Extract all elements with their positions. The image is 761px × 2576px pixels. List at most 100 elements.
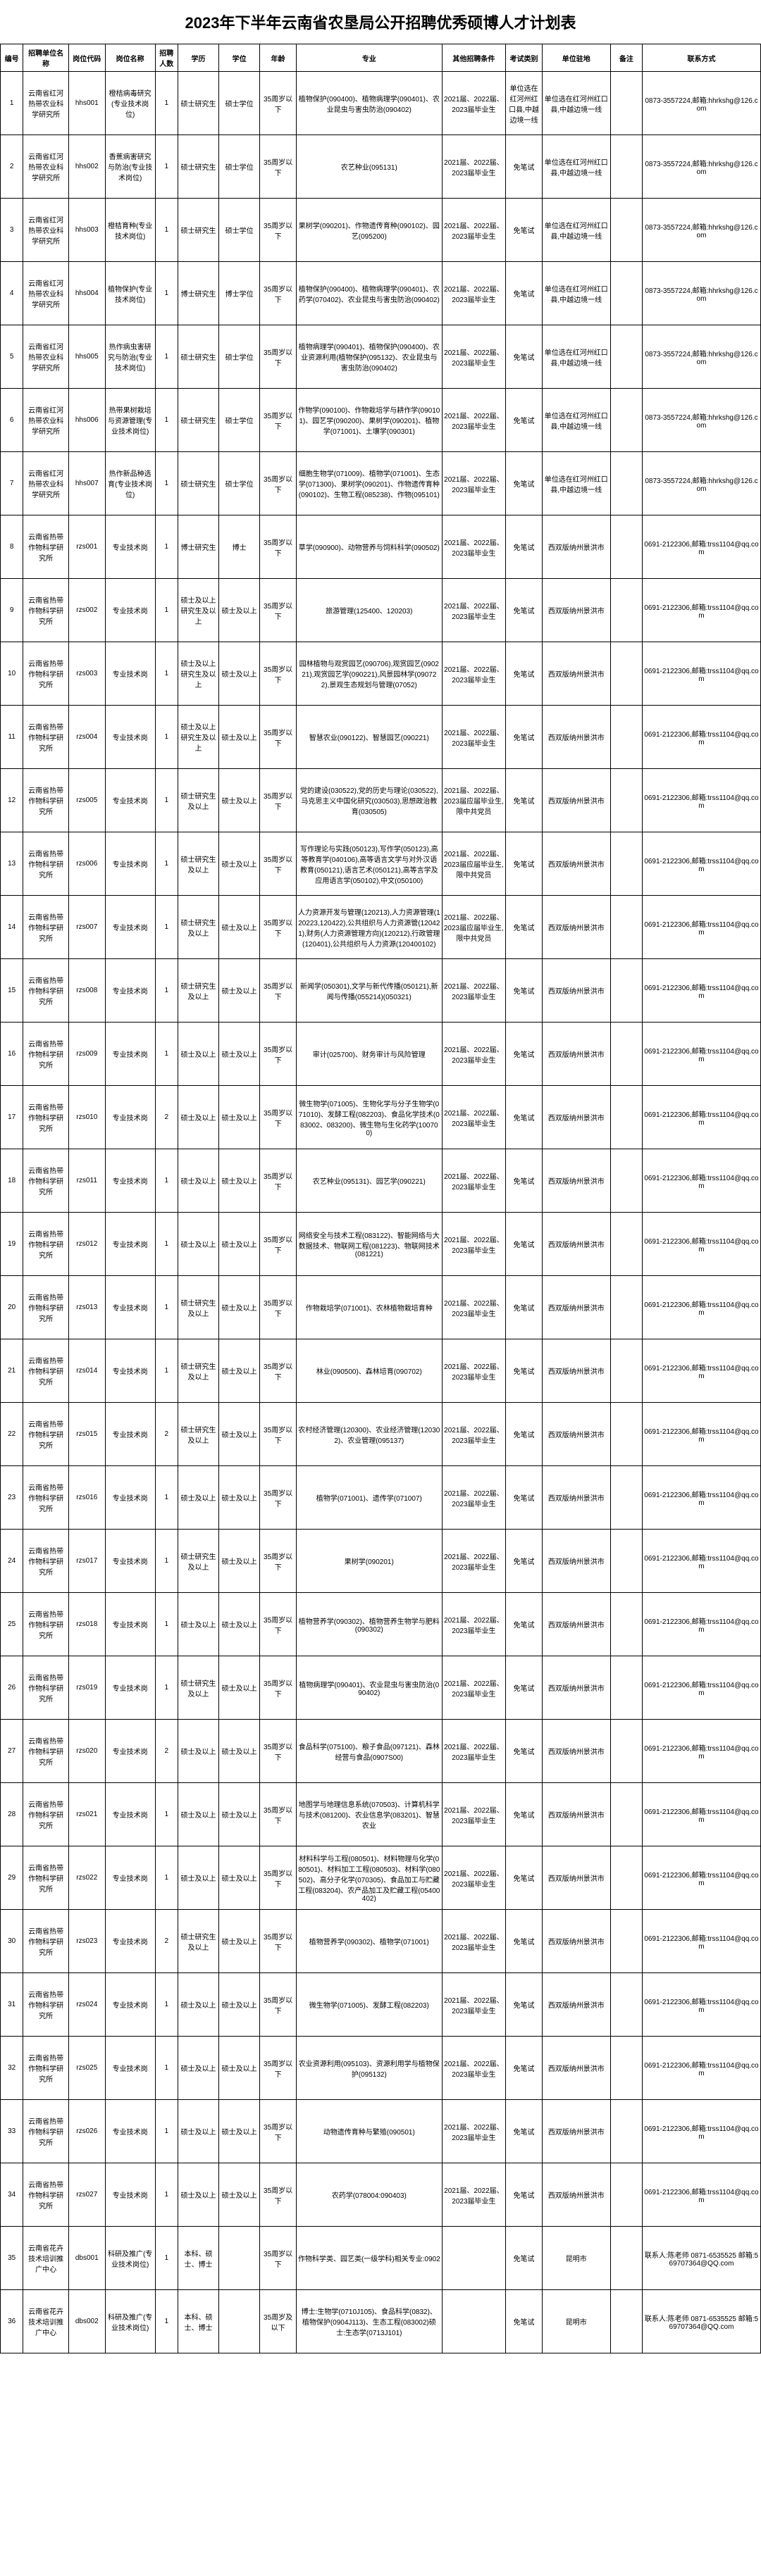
cell-age: 35周岁以下 bbox=[260, 1023, 297, 1086]
cell-edu: 硕士研究生 bbox=[178, 389, 218, 452]
cell-major: 植物病理学(090401)、农业昆虫与害虫防治(090402) bbox=[296, 1656, 442, 1720]
cell-age: 35周岁以下 bbox=[260, 2037, 297, 2100]
cell-code: rzs020 bbox=[68, 1720, 105, 1783]
cell-jobname: 专业技术岗 bbox=[105, 1276, 155, 1339]
cell-deg: 硕士学位 bbox=[219, 389, 260, 452]
cell-other: 2021届、2022届、2023届毕业生 bbox=[442, 959, 505, 1023]
cell-code: hhs007 bbox=[68, 452, 105, 515]
cell-contact: 0691-2122306,邮箱:trss1104@qq.com bbox=[642, 1276, 760, 1339]
cell-code: hhs002 bbox=[68, 135, 105, 199]
cell-edu: 硕士及以上 bbox=[178, 1213, 218, 1276]
cell-major: 党的建设(030522),党的历史与理论(030522),马克思主义中国化研究(… bbox=[296, 769, 442, 832]
cell-count: 1 bbox=[155, 262, 178, 325]
cell-unit: 云南省热带作物科学研究所 bbox=[23, 1530, 69, 1593]
cell-edu: 硕士及以上 bbox=[178, 1149, 218, 1213]
cell-code: dbs002 bbox=[68, 2290, 105, 2353]
recruitment-table: 编号 招聘单位名称 岗位代码 岗位名称 招聘人数 学历 学位 年龄 专业 其他招… bbox=[0, 44, 761, 2353]
cell-major: 材料科学与工程(080501)、材料物理与化学(080501)、材料加工工程(0… bbox=[296, 1846, 442, 1910]
cell-count: 1 bbox=[155, 642, 178, 706]
cell-note bbox=[610, 2100, 642, 2163]
cell-unit: 云南省热带作物科学研究所 bbox=[23, 706, 69, 769]
cell-jobname: 专业技术岗 bbox=[105, 515, 155, 579]
cell-major: 智慧农业(090122)、智慧园艺(090221) bbox=[296, 706, 442, 769]
cell-unit: 云南省热带作物科学研究所 bbox=[23, 959, 69, 1023]
cell-loc: 单位选在红河州红口县,中越边境一线 bbox=[542, 325, 610, 389]
cell-exam: 免笔试 bbox=[506, 579, 543, 642]
cell-edu: 硕士及以上 bbox=[178, 2100, 218, 2163]
cell-code: rzs015 bbox=[68, 1403, 105, 1466]
cell-major: 草学(090900)、动物营养与饲料科学(090502) bbox=[296, 515, 442, 579]
cell-code: rzs014 bbox=[68, 1339, 105, 1403]
cell-count: 2 bbox=[155, 1403, 178, 1466]
cell-note bbox=[610, 1783, 642, 1846]
cell-deg: 硕士及以上 bbox=[219, 1530, 260, 1593]
cell-note bbox=[610, 1466, 642, 1530]
cell-deg: 硕士及以上 bbox=[219, 579, 260, 642]
cell-count: 1 bbox=[155, 199, 178, 262]
table-row: 14云南省热带作物科学研究所rzs007专业技术岗1硕士研究生及以上硕士及以上3… bbox=[1, 896, 761, 959]
cell-contact: 0691-2122306,邮箱:trss1104@qq.com bbox=[642, 2037, 760, 2100]
cell-count: 1 bbox=[155, 515, 178, 579]
cell-num: 4 bbox=[1, 262, 23, 325]
cell-deg: 硕士及以上 bbox=[219, 642, 260, 706]
cell-code: rzs001 bbox=[68, 515, 105, 579]
cell-edu: 硕士及以上 bbox=[178, 1720, 218, 1783]
cell-loc: 西双版纳州景洪市 bbox=[542, 896, 610, 959]
cell-jobname: 专业技术岗 bbox=[105, 1910, 155, 1973]
cell-num: 8 bbox=[1, 515, 23, 579]
cell-num: 21 bbox=[1, 1339, 23, 1403]
cell-count: 1 bbox=[155, 2227, 178, 2290]
table-row: 8云南省热带作物科学研究所rzs001专业技术岗1博士研究生博士35周岁以下草学… bbox=[1, 515, 761, 579]
cell-num: 15 bbox=[1, 959, 23, 1023]
cell-note bbox=[610, 199, 642, 262]
cell-other: 2021届、2022届、2023届毕业生 bbox=[442, 1023, 505, 1086]
cell-exam: 免笔试 bbox=[506, 389, 543, 452]
cell-edu: 硕士研究生及以上 bbox=[178, 1339, 218, 1403]
cell-note bbox=[610, 896, 642, 959]
cell-edu: 硕士研究生及以上 bbox=[178, 769, 218, 832]
cell-age: 35周岁及以下 bbox=[260, 2290, 297, 2353]
cell-note bbox=[610, 1339, 642, 1403]
cell-deg: 硕士及以上 bbox=[219, 1656, 260, 1720]
cell-deg: 硕士及以上 bbox=[219, 1213, 260, 1276]
cell-count: 1 bbox=[155, 2290, 178, 2353]
cell-exam: 免笔试 bbox=[506, 1023, 543, 1086]
cell-major: 作物科学类、园艺类(一级学科)相关专业:0902 bbox=[296, 2227, 442, 2290]
cell-exam: 免笔试 bbox=[506, 135, 543, 199]
cell-num: 23 bbox=[1, 1466, 23, 1530]
cell-jobname: 专业技术岗 bbox=[105, 1846, 155, 1910]
cell-age: 35周岁以下 bbox=[260, 959, 297, 1023]
cell-jobname: 专业技术岗 bbox=[105, 1086, 155, 1149]
cell-exam: 免笔试 bbox=[506, 706, 543, 769]
cell-note bbox=[610, 2290, 642, 2353]
header-num: 编号 bbox=[1, 44, 23, 72]
cell-note bbox=[610, 1720, 642, 1783]
cell-contact: 0691-2122306,邮箱:trss1104@qq.com bbox=[642, 832, 760, 896]
cell-age: 35周岁以下 bbox=[260, 1086, 297, 1149]
cell-age: 35周岁以下 bbox=[260, 1973, 297, 2037]
cell-unit: 云南省红河热带农业科学研究所 bbox=[23, 389, 69, 452]
cell-unit: 云南省热带作物科学研究所 bbox=[23, 1339, 69, 1403]
cell-note bbox=[610, 325, 642, 389]
cell-code: rzs002 bbox=[68, 579, 105, 642]
cell-jobname: 专业技术岗 bbox=[105, 959, 155, 1023]
cell-edu: 硕士及以上 bbox=[178, 1593, 218, 1656]
cell-num: 17 bbox=[1, 1086, 23, 1149]
cell-major: 微生物学(071005)、发酵工程(082203) bbox=[296, 1973, 442, 2037]
cell-num: 10 bbox=[1, 642, 23, 706]
table-row: 19云南省热带作物科学研究所rzs012专业技术岗1硕士及以上硕士及以上35周岁… bbox=[1, 1213, 761, 1276]
cell-unit: 云南省热带作物科学研究所 bbox=[23, 1086, 69, 1149]
cell-age: 35周岁以下 bbox=[260, 1403, 297, 1466]
cell-count: 1 bbox=[155, 769, 178, 832]
cell-contact: 0691-2122306,邮箱:trss1104@qq.com bbox=[642, 896, 760, 959]
cell-jobname: 专业技术岗 bbox=[105, 1720, 155, 1783]
header-age: 年龄 bbox=[260, 44, 297, 72]
cell-deg: 硕士学位 bbox=[219, 452, 260, 515]
cell-edu: 硕士及以上 bbox=[178, 1973, 218, 2037]
cell-jobname: 专业技术岗 bbox=[105, 2037, 155, 2100]
cell-jobname: 专业技术岗 bbox=[105, 579, 155, 642]
cell-edu: 硕士研究生及以上 bbox=[178, 1656, 218, 1720]
cell-num: 32 bbox=[1, 2037, 23, 2100]
table-row: 7云南省红河热带农业科学研究所hhs007热作新品种选育(专业技术岗位)1硕士研… bbox=[1, 452, 761, 515]
cell-edu: 硕士及以上 bbox=[178, 1846, 218, 1910]
